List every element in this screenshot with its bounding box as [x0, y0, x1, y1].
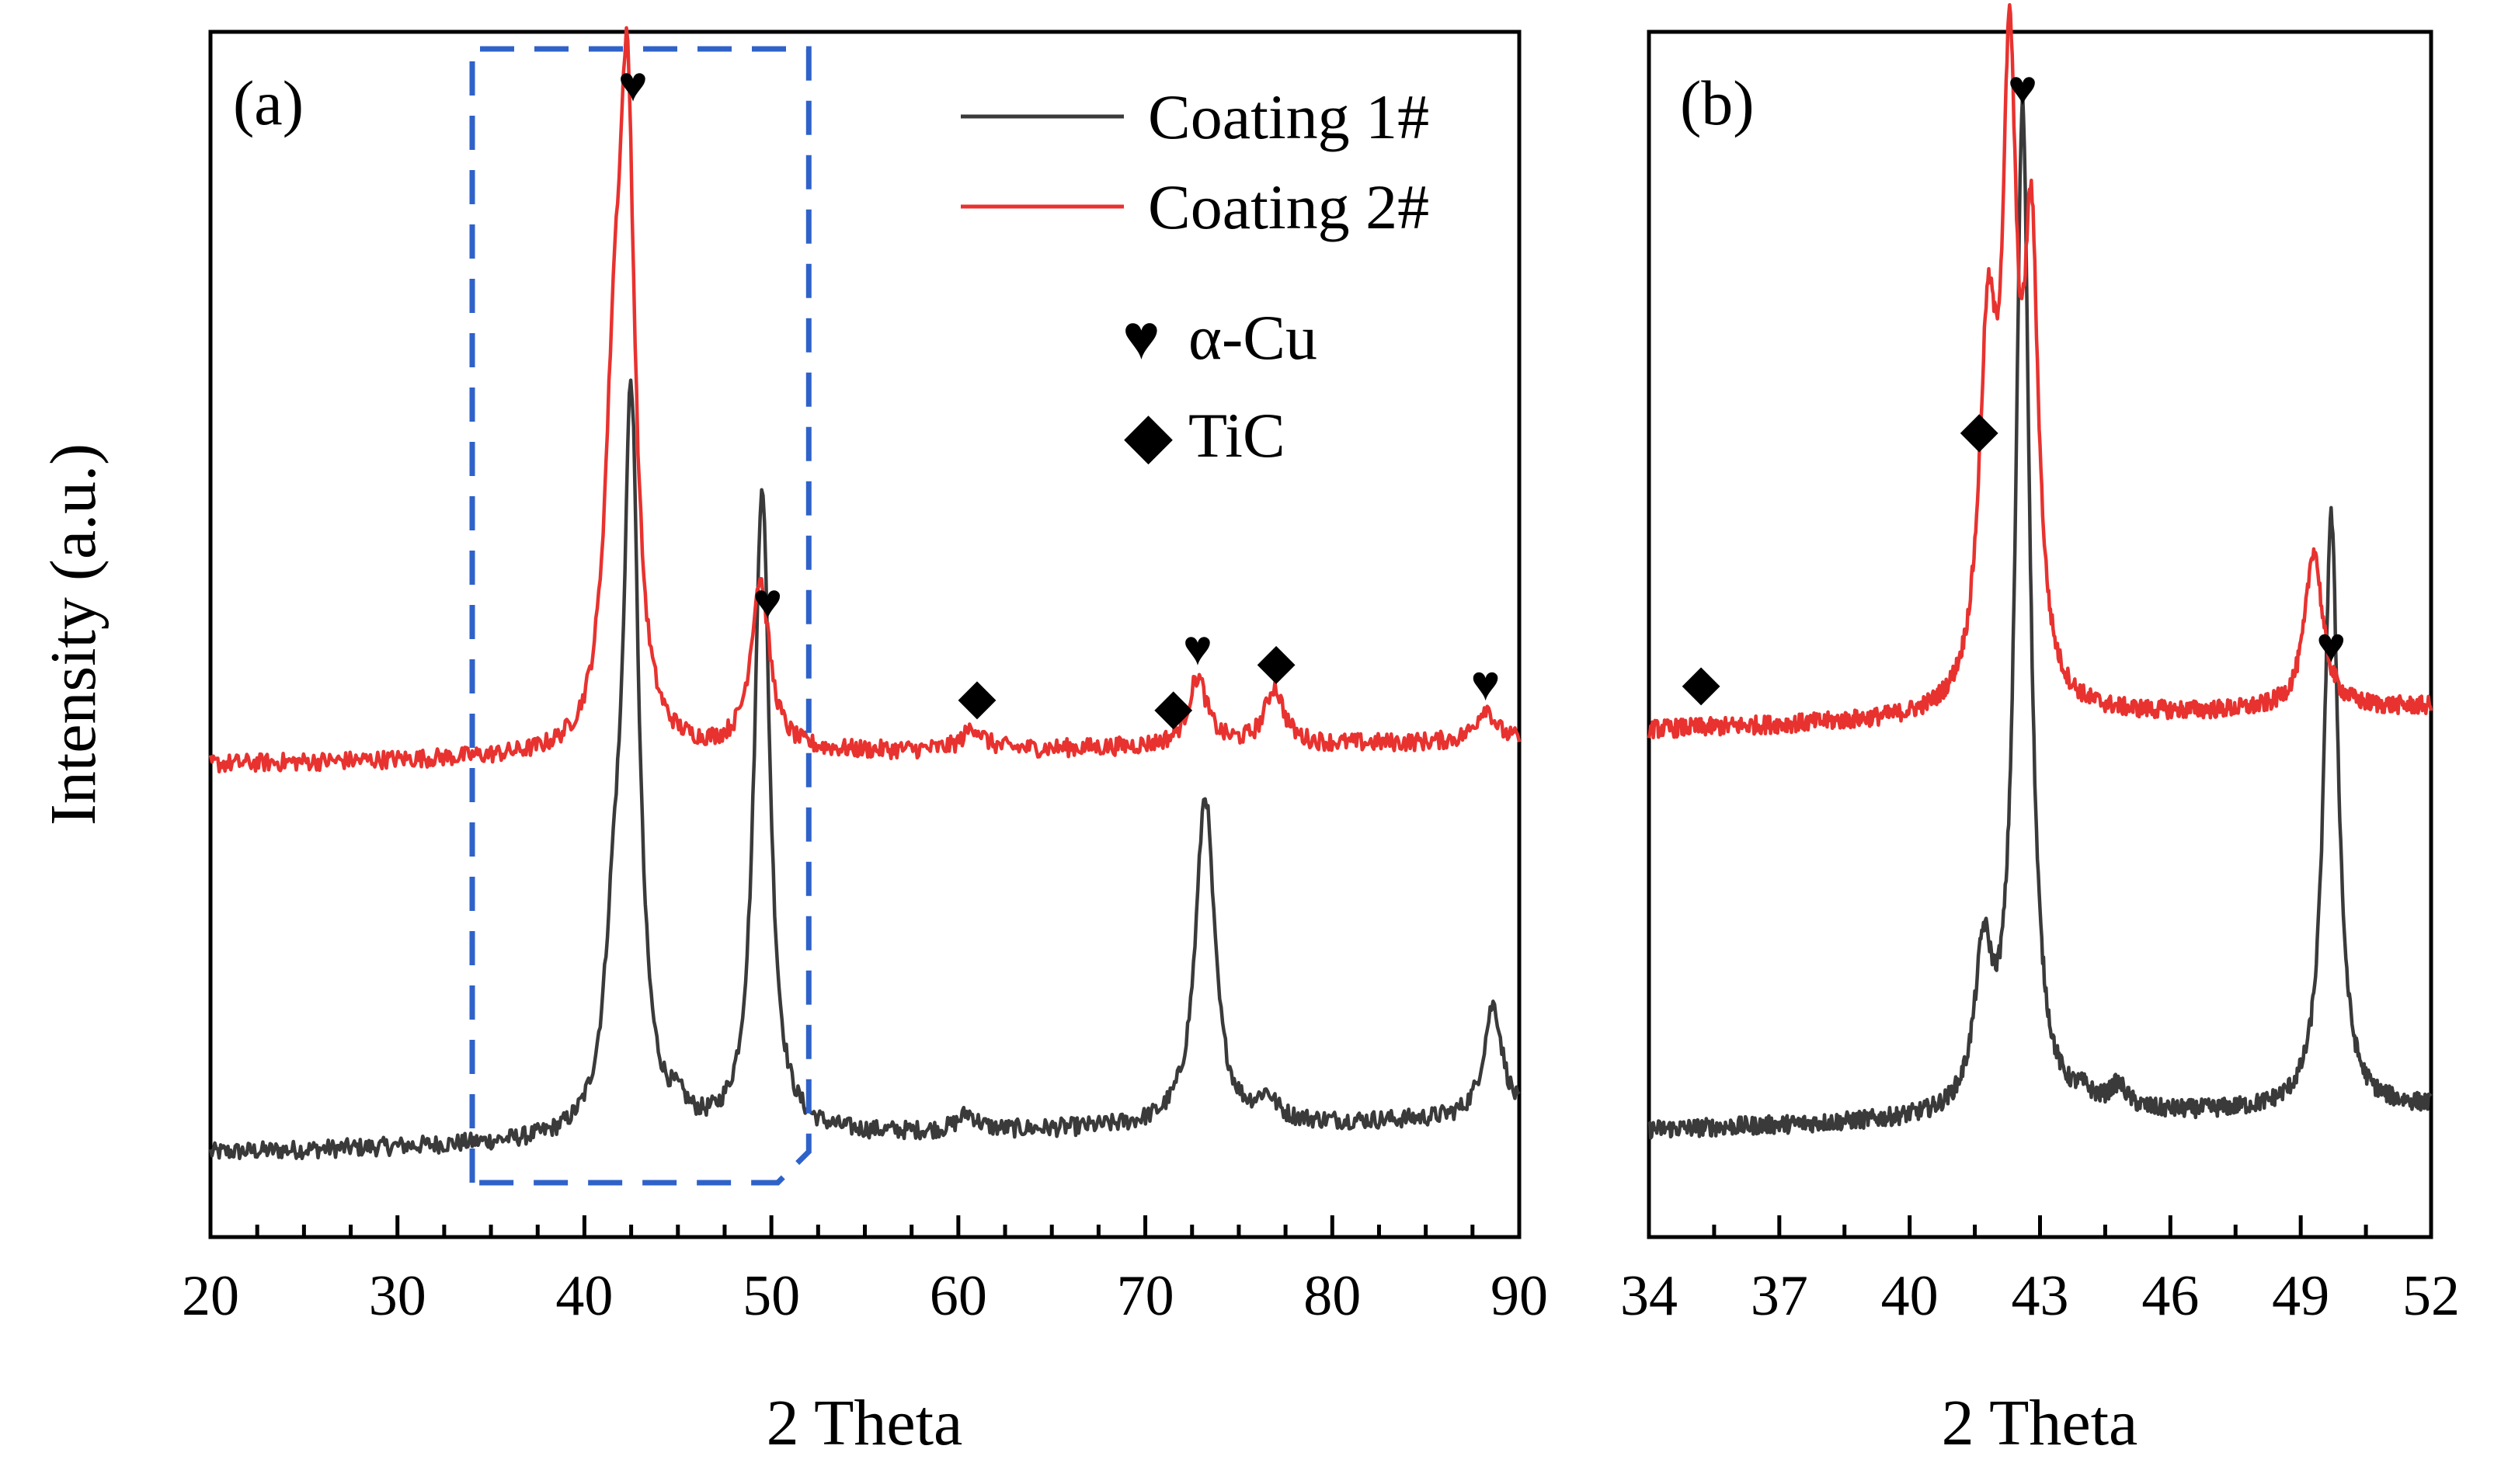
- panel-a-x-axis-title: 2 Theta: [767, 1387, 963, 1459]
- x-tick-label: 37: [1751, 1264, 1808, 1328]
- panel-a-highlight-box: [469, 46, 812, 1186]
- x-tick-label: 40: [555, 1264, 613, 1328]
- series-line-coating-2: [208, 26, 1522, 773]
- x-tick-label: 49: [2272, 1264, 2329, 1328]
- tic-diamond-marker: ◆: [1257, 634, 1296, 689]
- x-tick-label: 20: [182, 1264, 239, 1328]
- panel-a-x-ticks: 20 30 40 50 60 70 80 90: [182, 1215, 1548, 1328]
- legend-diamond-icon: ◆: [1124, 400, 1173, 471]
- panel-b-series: [1647, 3, 2433, 1140]
- tic-diamond-marker: ◆: [958, 669, 997, 724]
- tic-diamond-marker: ◆: [1154, 679, 1193, 734]
- alpha-cu-heart-marker: ♥: [753, 574, 782, 629]
- x-tick-label: 34: [1620, 1264, 1678, 1328]
- legend-label-alpha-cu: α-Cu: [1188, 302, 1317, 373]
- alpha-cu-heart-marker: ♥: [1183, 620, 1212, 676]
- panel-b-x-axis-title: 2 Theta: [1942, 1387, 2138, 1459]
- y-axis-title: Intensity (a.u.): [37, 443, 110, 825]
- x-tick-label: 52: [2402, 1264, 2460, 1328]
- x-tick-label: 46: [2141, 1264, 2199, 1328]
- panel-b-x-ticks: 34 37 40 43 46 49 52: [1620, 1215, 2460, 1328]
- alpha-cu-heart-marker: ♥: [618, 57, 648, 112]
- panel-a-label: (a): [233, 68, 304, 138]
- alpha-cu-heart-marker: ♥: [2008, 61, 2037, 116]
- panel-a: 20 30 40 50 60 70 80 90 ♥♥◆ ◆♥ ◆ ♥ (a) 2 Theta Int…: [37, 26, 1548, 1459]
- legend: Coating 1# Coating 2# ♥ α-Cu ◆ TiC: [961, 82, 1429, 471]
- panel-b: 34 37 40 43 46 49 52 ◆ ◆ ♥ ♥ (b) 2 Theta: [1620, 3, 2460, 1459]
- series-line-coating-1: [1647, 92, 2433, 1140]
- x-tick-label: 60: [930, 1264, 987, 1328]
- panel-a-series: [208, 26, 1522, 1161]
- x-tick-label: 90: [1490, 1264, 1548, 1328]
- series-line-coating-2: [1647, 3, 2433, 740]
- panel-b-phase-markers: ◆ ◆ ♥ ♥: [1682, 61, 2346, 710]
- tic-diamond-marker: ◆: [1960, 401, 1999, 457]
- tic-diamond-marker: ◆: [1682, 655, 1721, 710]
- x-tick-label: 70: [1117, 1264, 1174, 1328]
- legend-label-coating-1: Coating 1#: [1148, 82, 1429, 152]
- alpha-cu-heart-marker: ♥: [2316, 618, 2346, 673]
- x-tick-label: 50: [743, 1264, 800, 1328]
- x-tick-label: 30: [369, 1264, 426, 1328]
- alpha-cu-heart-marker: ♥: [1471, 656, 1501, 711]
- panel-b-frame: [1647, 30, 2433, 1239]
- legend-label-tic: TiC: [1188, 400, 1285, 471]
- panel-b-label: (b): [1680, 68, 1755, 138]
- x-tick-label: 40: [1881, 1264, 1939, 1328]
- series-line-coating-1: [208, 378, 1521, 1161]
- legend-label-coating-2: Coating 2#: [1148, 172, 1429, 242]
- x-tick-label: 80: [1303, 1264, 1361, 1328]
- panel-a-phase-markers: ♥♥◆ ◆♥ ◆ ♥: [618, 57, 1501, 734]
- x-tick-label: 43: [2012, 1264, 2069, 1328]
- legend-heart-icon: ♥: [1122, 302, 1160, 373]
